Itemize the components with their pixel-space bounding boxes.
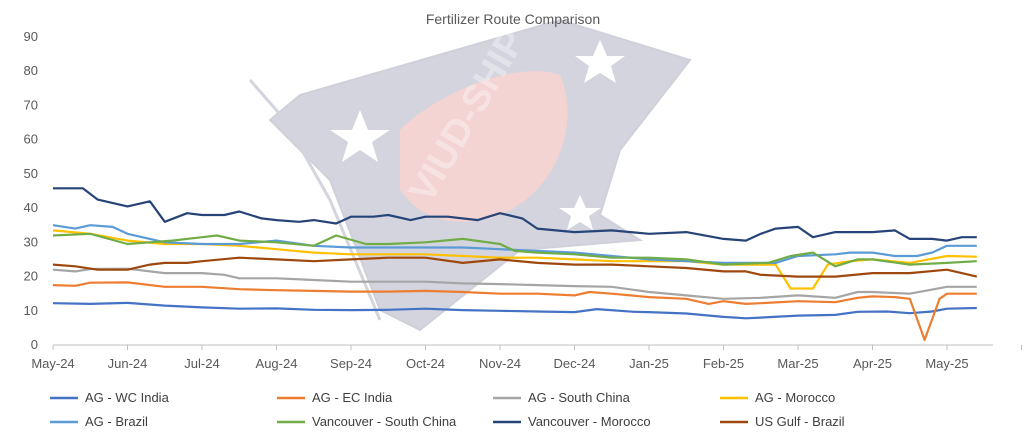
x-tick-label: Feb-25 xyxy=(703,356,744,371)
series-line-ag-wc-india xyxy=(52,301,977,320)
chart-title: Fertilizer Route Comparison xyxy=(426,11,600,27)
x-tick-label: May-24 xyxy=(31,356,74,371)
x-tick-label: Apr-25 xyxy=(853,356,892,371)
x-tick-label: Mar-25 xyxy=(777,356,818,371)
y-tick-label: 50 xyxy=(24,166,38,181)
y-tick-label: 70 xyxy=(24,97,38,112)
x-tick-label: Oct-24 xyxy=(406,356,445,371)
series-line-vancouver-south-china xyxy=(52,232,977,268)
series-line-ag-brazil xyxy=(52,224,977,264)
x-tick-label: Jan-25 xyxy=(629,356,669,371)
y-tick-label: 80 xyxy=(24,63,38,78)
legend-label-ag-brazil: AG - Brazil xyxy=(85,414,148,429)
legend-label-vancouver-morocco: Vancouver - Morocco xyxy=(528,414,651,429)
legend-label-vancouver-south-china: Vancouver - South China xyxy=(312,414,457,429)
legend-label-ag-morocco: AG - Morocco xyxy=(755,390,835,405)
legend-label-ag-south-china: AG - South China xyxy=(528,390,631,405)
series-line-vancouver-morocco xyxy=(53,187,977,242)
legend-label-ag-ec-india: AG - EC India xyxy=(312,390,393,405)
legend-label-ag-wc-india: AG - WC India xyxy=(85,390,170,405)
y-tick-label: 10 xyxy=(24,303,38,318)
series-line-us-gulf-brazil xyxy=(52,256,978,278)
series-line-ag-south-china xyxy=(52,267,977,300)
legend: AG - WC India AG - EC India AG - South Chi… xyxy=(50,390,845,429)
x-tick-label: Dec-24 xyxy=(554,356,596,371)
y-tick-label: 20 xyxy=(24,269,38,284)
y-tick-label: 30 xyxy=(24,234,38,249)
x-tick-label: Jun-24 xyxy=(108,356,148,371)
x-tick-label: Aug-24 xyxy=(256,356,298,371)
axes-layer: 0 10 20 30 40 50 60 70 80 90 May-24 Jun-24 Jul-24 Aug… xyxy=(24,29,1022,371)
x-tick-label: Sep-24 xyxy=(330,356,372,371)
y-tick-label: 0 xyxy=(31,337,38,352)
y-tick-label: 90 xyxy=(24,29,38,44)
y-tick-label: 60 xyxy=(24,132,38,147)
x-tick-label: May-25 xyxy=(925,356,968,371)
legend-label-us-gulf-brazil: US Gulf - Brazil xyxy=(755,414,845,429)
x-tick-label: Jul-24 xyxy=(184,356,219,371)
series-line-ag-ec-india xyxy=(52,281,977,341)
x-tick-label: Nov-24 xyxy=(479,356,521,371)
lines-layer xyxy=(52,187,978,341)
watermark-logo xyxy=(248,18,692,332)
y-tick-label: 40 xyxy=(24,200,38,215)
series-line-ag-morocco xyxy=(52,229,977,290)
